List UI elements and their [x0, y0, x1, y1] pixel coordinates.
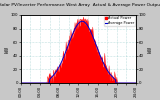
Legend: Actual Power, Average Power: Actual Power, Average Power: [104, 16, 135, 26]
Text: Solar PV/Inverter Performance West Array  Actual & Average Power Output: Solar PV/Inverter Performance West Array…: [0, 3, 160, 7]
Y-axis label: kW: kW: [148, 45, 153, 53]
Y-axis label: kW: kW: [4, 45, 9, 53]
